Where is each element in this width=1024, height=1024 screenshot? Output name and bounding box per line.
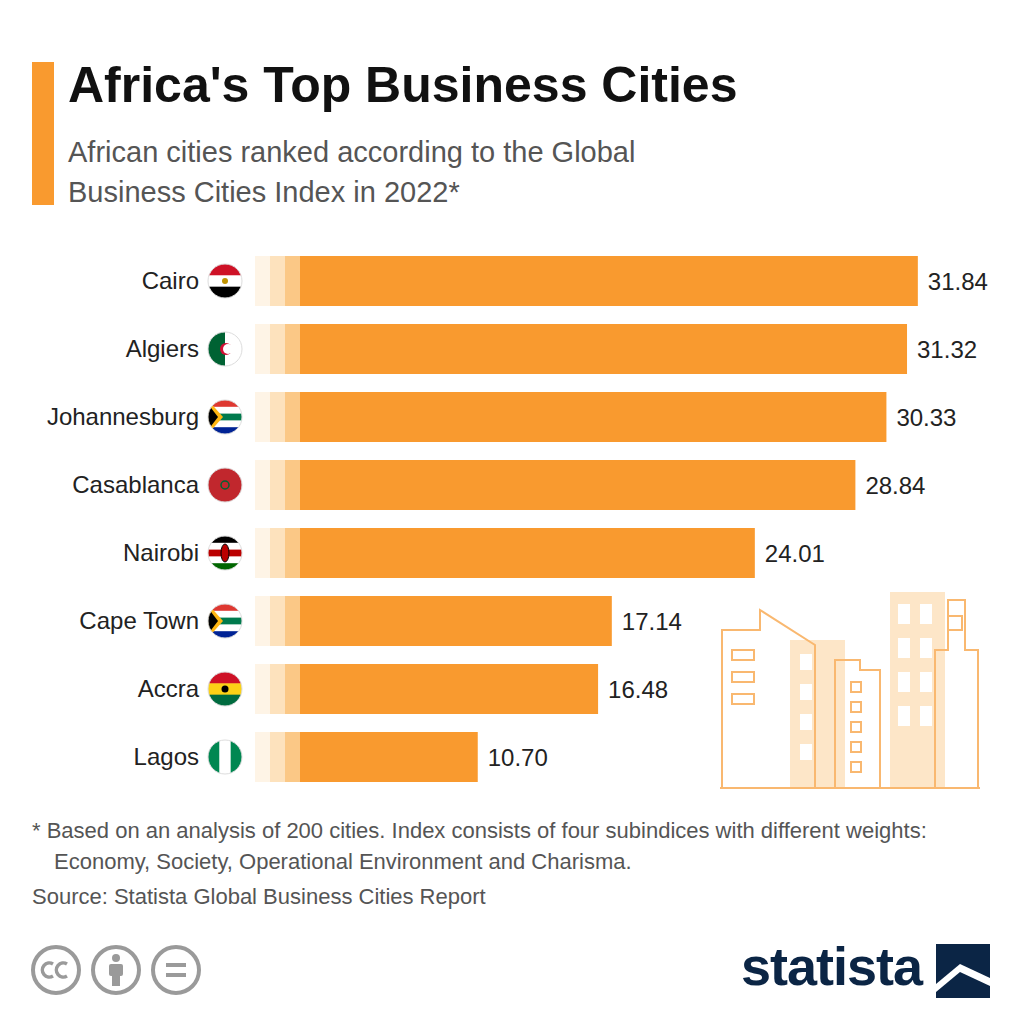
svg-text:Johannesburg: Johannesburg [47, 403, 199, 430]
html-text:Africa's Top Business Cities: Africa's Top Business Cities [68, 57, 738, 113]
svg-text:17.14: 17.14 [622, 608, 682, 635]
svg-text:Casablanca: Casablanca [72, 471, 199, 498]
html-text:Source: Statista Global Busine: Source: Statista Global Business Cities … [32, 884, 486, 909]
svg-text:31.84: 31.84 [928, 268, 988, 295]
svg-text:30.33: 30.33 [896, 404, 956, 431]
svg-text:Lagos: Lagos [134, 743, 199, 770]
svg-text:Nairobi: Nairobi [123, 539, 199, 566]
svg-text:24.01: 24.01 [765, 540, 825, 567]
html-text:statista: statista [740, 936, 922, 996]
svg-text:Cape Town: Cape Town [79, 607, 199, 634]
svg-text:28.84: 28.84 [865, 472, 925, 499]
html-text:African cities ranked accordin: African cities ranked according to the G… [68, 136, 636, 208]
svg-text:10.70: 10.70 [488, 744, 548, 771]
svg-text:Accra: Accra [138, 675, 200, 702]
svg-text:31.32: 31.32 [917, 336, 977, 363]
html-text:* Based on an analysis of 200: * Based on an analysis of 200 cities. In… [32, 818, 927, 874]
svg-text:Algiers: Algiers [126, 335, 199, 362]
svg-text:16.48: 16.48 [608, 676, 668, 703]
svg-text:Cairo: Cairo [142, 267, 199, 294]
